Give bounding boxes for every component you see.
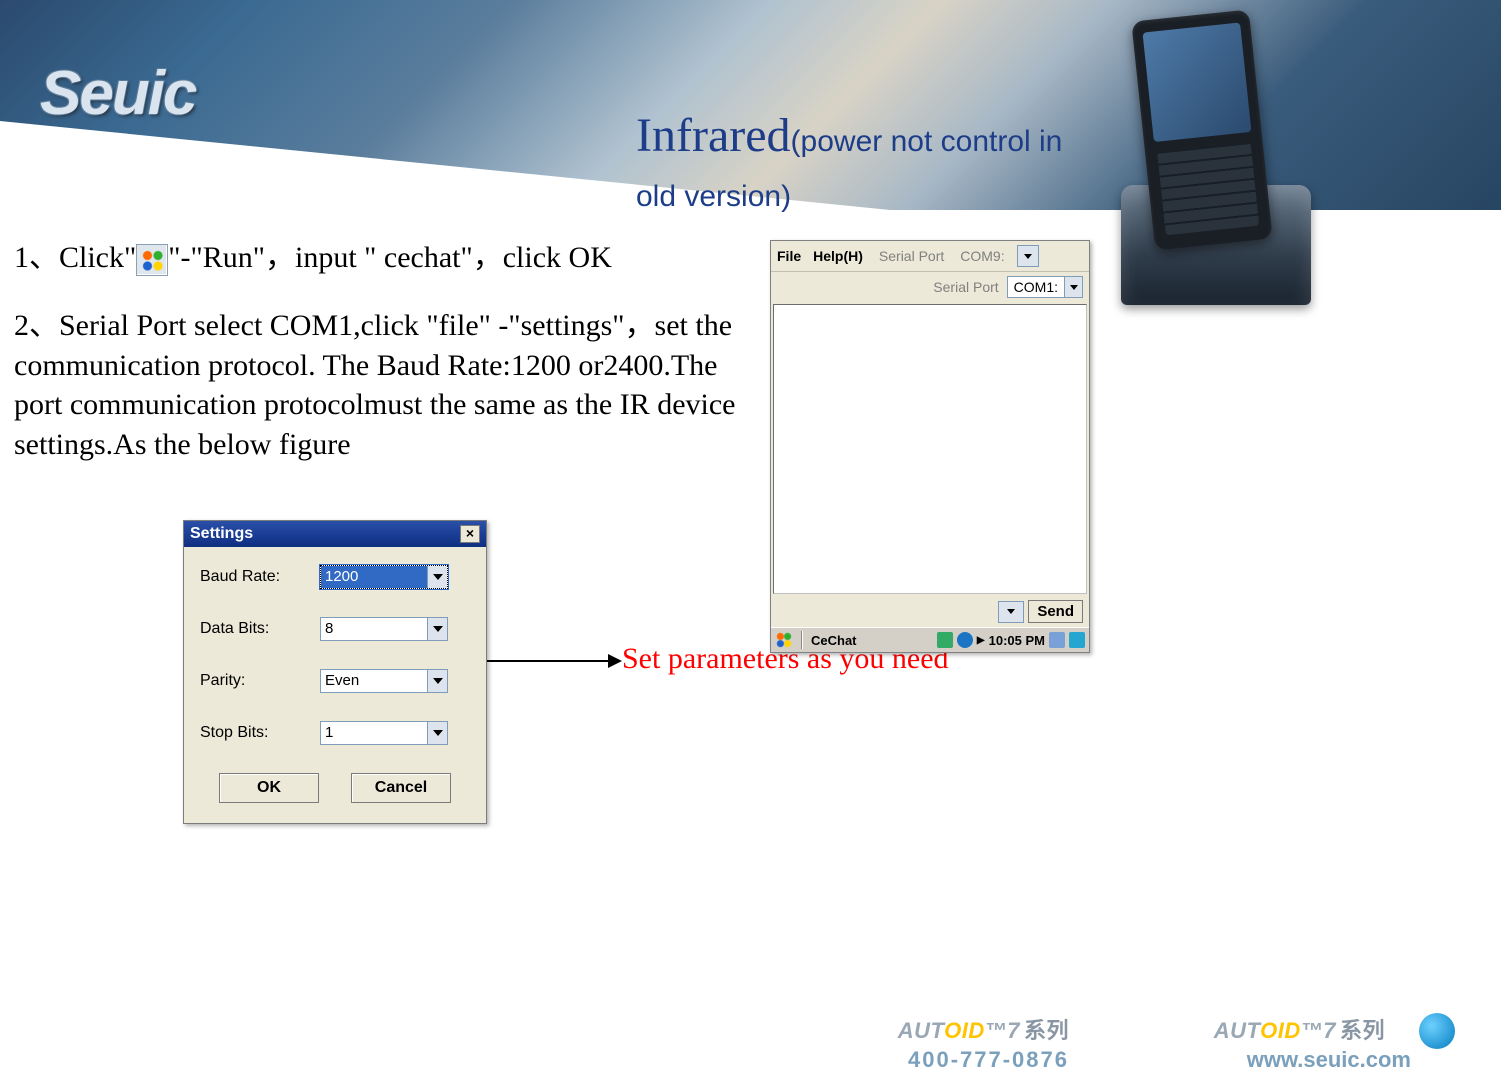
stop-bits-combo[interactable]: 1	[320, 721, 448, 745]
parity-label: Parity:	[200, 672, 320, 690]
cancel-button[interactable]: Cancel	[351, 773, 451, 803]
dropdown-arrow-icon[interactable]	[427, 618, 447, 640]
send-combo[interactable]	[998, 601, 1024, 623]
stop-bits-row: Stop Bits: 1	[200, 721, 470, 745]
footer-phone: 400-777-0876	[908, 1047, 1069, 1073]
port-select-row: Serial Port COM1:	[771, 272, 1089, 302]
serial-port-label-top: Serial Port	[879, 248, 944, 264]
dropdown-arrow-icon[interactable]	[1018, 246, 1038, 266]
step1-prefix: 1、Click"	[14, 241, 136, 274]
menubar: File Help(H) Serial Port COM9:	[771, 241, 1089, 272]
serial-port-selected: COM1:	[1008, 277, 1064, 297]
data-bits-value: 8	[321, 618, 427, 640]
send-button[interactable]: Send	[1028, 600, 1083, 623]
close-button[interactable]: ×	[460, 525, 480, 543]
baud-rate-combo[interactable]: 1200	[320, 565, 448, 589]
port-top-combo[interactable]	[1017, 245, 1039, 267]
dropdown-arrow-icon[interactable]	[427, 566, 447, 588]
footer-url: www.seuic.com	[1247, 1047, 1411, 1073]
serial-port-value-top: COM9:	[960, 248, 1004, 264]
dropdown-arrow-icon[interactable]	[427, 722, 447, 744]
taskbar: CeChat ▶ 10:05 PM	[771, 627, 1089, 652]
title-main: Infrared	[636, 109, 791, 162]
parity-row: Parity: Even	[200, 669, 470, 693]
clock-text: 10:05 PM	[989, 633, 1045, 648]
start-icon[interactable]	[775, 631, 793, 649]
data-bits-combo[interactable]: 8	[320, 617, 448, 641]
taskbar-app-name[interactable]: CeChat	[811, 633, 857, 648]
footer-product-logo-2: AUTOID™7系列	[1214, 1013, 1385, 1045]
footer-product-logo-1: AUTOID™7系列	[898, 1013, 1069, 1045]
title-sub-line1: power not control in	[801, 125, 1063, 158]
page-title: Infrared(power not control in old versio…	[636, 108, 1062, 218]
taskbar-separator	[801, 631, 803, 649]
tray-sip-icon[interactable]	[1069, 632, 1085, 648]
title-paren-close: )	[781, 180, 791, 213]
send-row: Send	[771, 596, 1089, 627]
data-bits-label: Data Bits:	[200, 620, 320, 638]
start-menu-icon	[136, 244, 168, 276]
output-textarea[interactable]	[773, 304, 1087, 594]
step-2-text: 2、Serial Port select COM1,click "file" -…	[14, 306, 744, 464]
stop-bits-value: 1	[321, 722, 427, 744]
title-paren-open: (	[791, 125, 801, 158]
dropdown-arrow-icon[interactable]	[999, 602, 1023, 622]
menu-file[interactable]: File	[777, 248, 801, 264]
parity-value: Even	[321, 670, 427, 692]
dropdown-arrow-icon[interactable]	[427, 670, 447, 692]
menu-help[interactable]: Help(H)	[813, 248, 863, 264]
baud-rate-label: Baud Rate:	[200, 568, 320, 586]
settings-dialog: Settings × Baud Rate: 1200 Data Bits: 8 …	[183, 520, 487, 824]
cechat-window: File Help(H) Serial Port COM9: Serial Po…	[770, 240, 1090, 653]
ok-button[interactable]: OK	[219, 773, 319, 803]
dropdown-arrow-icon[interactable]	[1064, 277, 1082, 297]
step1-mid: "-"Run"，input " cechat"，click OK	[168, 241, 612, 274]
settings-titlebar: Settings ×	[184, 521, 486, 547]
tray-keyboard-icon[interactable]	[937, 632, 953, 648]
settings-title-text: Settings	[190, 525, 253, 543]
step-1-text: 1、Click" "-"Run"，input " cechat"，click OK	[14, 232, 612, 276]
stop-bits-label: Stop Bits:	[200, 724, 320, 742]
serial-port-label: Serial Port	[933, 279, 998, 295]
tray-desktop-icon[interactable]	[1049, 632, 1065, 648]
brand-logo: Seuic	[40, 58, 195, 129]
serial-port-combo[interactable]: COM1:	[1007, 276, 1083, 298]
data-bits-row: Data Bits: 8	[200, 617, 470, 641]
baud-rate-value: 1200	[321, 566, 427, 588]
parity-combo[interactable]: Even	[320, 669, 448, 693]
baud-rate-row: Baud Rate: 1200	[200, 565, 470, 589]
tray-arrow-icon: ▶	[977, 635, 985, 646]
footer-globe-icon	[1419, 1013, 1455, 1049]
tray-globe-icon[interactable]	[957, 632, 973, 648]
title-sub-line2: old version	[636, 180, 781, 213]
